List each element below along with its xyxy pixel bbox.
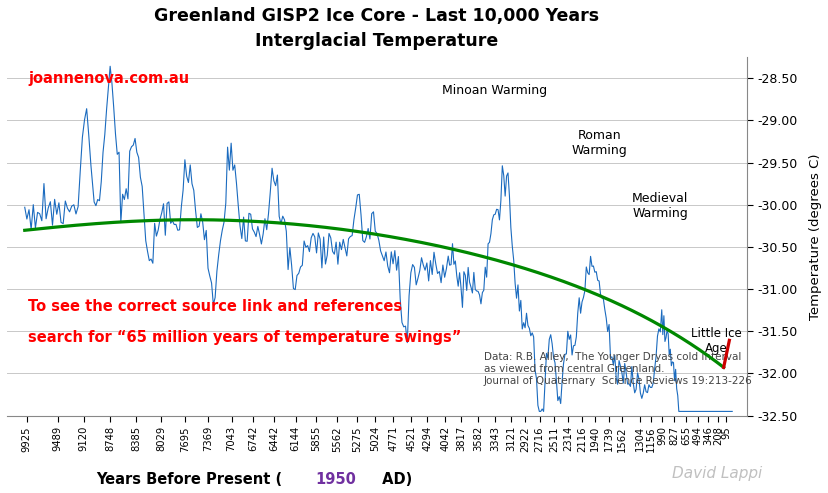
- Text: Minoan Warming: Minoan Warming: [441, 84, 546, 97]
- Text: Medieval
Warming: Medieval Warming: [632, 192, 688, 220]
- Text: Data: R.B. Alley,  The Younger Dryas cold interval
as viewed from central Greenl: Data: R.B. Alley, The Younger Dryas cold…: [484, 352, 752, 386]
- Text: search for “65 million years of temperature swings”: search for “65 million years of temperat…: [28, 330, 461, 345]
- Text: AD): AD): [377, 472, 412, 487]
- Text: joannenova.com.au: joannenova.com.au: [28, 71, 189, 86]
- Text: Roman
Warming: Roman Warming: [571, 129, 627, 157]
- Text: Little Ice
Age: Little Ice Age: [690, 327, 741, 355]
- Title: Greenland GISP2 Ice Core - Last 10,000 Years
Interglacial Temperature: Greenland GISP2 Ice Core - Last 10,000 Y…: [154, 7, 599, 50]
- Text: Years Before Present (: Years Before Present (: [96, 472, 282, 487]
- Y-axis label: Temperature (degrees C): Temperature (degrees C): [808, 153, 821, 319]
- Text: David Lappi: David Lappi: [672, 466, 762, 481]
- Text: 1950: 1950: [315, 472, 356, 487]
- Text: To see the correct source link and references: To see the correct source link and refer…: [28, 299, 402, 314]
